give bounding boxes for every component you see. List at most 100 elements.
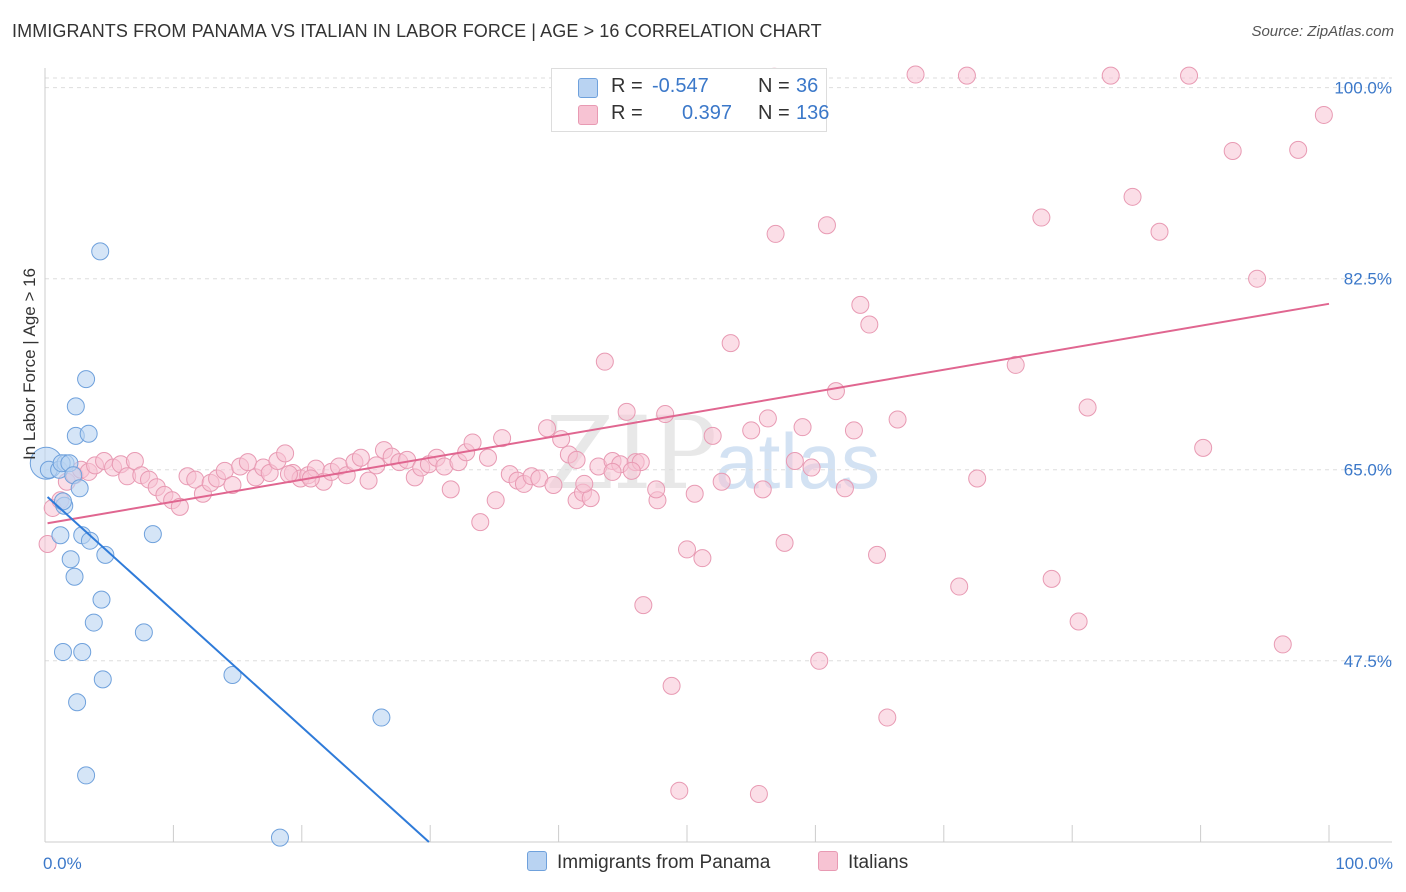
italian-point	[478, 448, 497, 467]
panama-point	[93, 670, 112, 689]
italian-point	[603, 462, 622, 481]
italian-point	[656, 405, 675, 424]
italian-point	[685, 484, 704, 503]
panama-point	[80, 531, 99, 550]
bottom-legend-panama: Immigrants from Panama	[527, 851, 770, 874]
panama-point	[270, 828, 289, 847]
italian-point	[552, 430, 571, 449]
panama-point	[91, 242, 110, 261]
x-tick-label: 100.0%	[1335, 854, 1393, 873]
panama-point	[134, 623, 153, 642]
italian-point	[835, 479, 854, 498]
italian-point	[1273, 635, 1292, 654]
italian-point	[810, 651, 829, 670]
panama-r-value: -0.547	[652, 75, 709, 97]
italians-n-value: 136	[796, 102, 830, 124]
italian-point	[1248, 269, 1267, 288]
italian-point	[634, 596, 653, 615]
panama-point	[143, 525, 162, 544]
italian-point	[238, 453, 257, 472]
italian-point	[38, 534, 57, 553]
italian-point	[1032, 208, 1051, 227]
italian-point	[758, 409, 777, 428]
italian-point	[617, 402, 636, 421]
bottom-panama-swatch	[527, 851, 547, 871]
italians-swatch	[578, 105, 598, 125]
italian-point	[693, 549, 712, 568]
italian-point	[486, 491, 505, 510]
italian-point	[359, 471, 378, 490]
italians-trend-line	[47, 302, 1330, 525]
italian-point	[742, 421, 761, 440]
panama-n-value: 36	[796, 75, 819, 97]
italian-point	[351, 448, 370, 467]
italians-n-label: N =	[758, 102, 790, 124]
panama-point	[77, 370, 96, 389]
y-tick-label: 100.0%	[1334, 79, 1392, 98]
italian-point	[622, 461, 641, 480]
italian-point	[567, 450, 586, 469]
panama-point	[68, 693, 87, 712]
italian-point	[844, 421, 863, 440]
trend-lines	[46, 302, 1330, 843]
italian-point	[785, 452, 804, 471]
panama-point	[92, 590, 111, 609]
correlation-legend: R = -0.547 N = 36 R = 0.397 N = 136	[551, 68, 830, 132]
italian-point	[1289, 140, 1308, 159]
italian-point	[1194, 438, 1213, 457]
panama-r-label: R =	[611, 75, 643, 97]
italian-point	[968, 469, 987, 488]
italian-point	[1223, 141, 1242, 160]
panama-point	[65, 567, 84, 586]
italian-point	[817, 216, 836, 235]
italian-point	[276, 444, 295, 463]
chart-title: IMMIGRANTS FROM PANAMA VS ITALIAN IN LAB…	[12, 21, 822, 41]
panama-point	[77, 766, 96, 785]
y-axis-label: In Labor Force | Age > 16	[20, 267, 39, 460]
panama-point	[61, 550, 80, 569]
italian-point	[950, 577, 969, 596]
italian-point	[471, 513, 490, 532]
italian-point	[826, 382, 845, 401]
italian-point	[441, 480, 460, 499]
y-tick-label: 47.5%	[1344, 652, 1392, 671]
italian-point	[1314, 105, 1333, 124]
italian-point	[1069, 612, 1088, 631]
panama-point	[66, 397, 85, 416]
italian-point	[493, 429, 512, 448]
tick-labels: 47.5% 65.0% 82.5% 100.0% 0.0% 100.0%	[43, 79, 1393, 873]
panama-trend-line	[46, 496, 430, 843]
panama-points	[29, 242, 391, 847]
italian-point	[1180, 66, 1199, 85]
italian-point	[1150, 222, 1169, 241]
y-tick-label: 65.0%	[1344, 461, 1392, 480]
italian-point	[793, 418, 812, 437]
panama-point	[53, 492, 72, 511]
panama-n-label: N =	[758, 75, 790, 97]
italian-point	[906, 65, 925, 84]
italian-point	[538, 419, 557, 438]
grid	[45, 77, 1392, 662]
panama-point	[51, 526, 70, 545]
italian-point	[223, 476, 242, 495]
italian-point	[575, 474, 594, 493]
italian-point	[888, 410, 907, 429]
panama-point	[73, 643, 92, 662]
italian-point	[1042, 569, 1061, 588]
italian-point	[766, 224, 785, 243]
italian-point	[860, 315, 879, 334]
panama-point	[372, 708, 391, 727]
italian-point	[1078, 398, 1097, 417]
italian-point	[721, 334, 740, 353]
italian-point	[544, 476, 563, 495]
panama-point	[70, 479, 89, 498]
panama-point	[84, 613, 103, 632]
italian-point	[1101, 66, 1120, 85]
panama-point	[96, 545, 115, 564]
italian-point	[595, 352, 614, 371]
bottom-panama-label: Immigrants from Panama	[557, 852, 771, 873]
italian-point	[712, 472, 731, 491]
italian-point	[753, 480, 772, 499]
y-tick-label: 82.5%	[1344, 270, 1392, 289]
